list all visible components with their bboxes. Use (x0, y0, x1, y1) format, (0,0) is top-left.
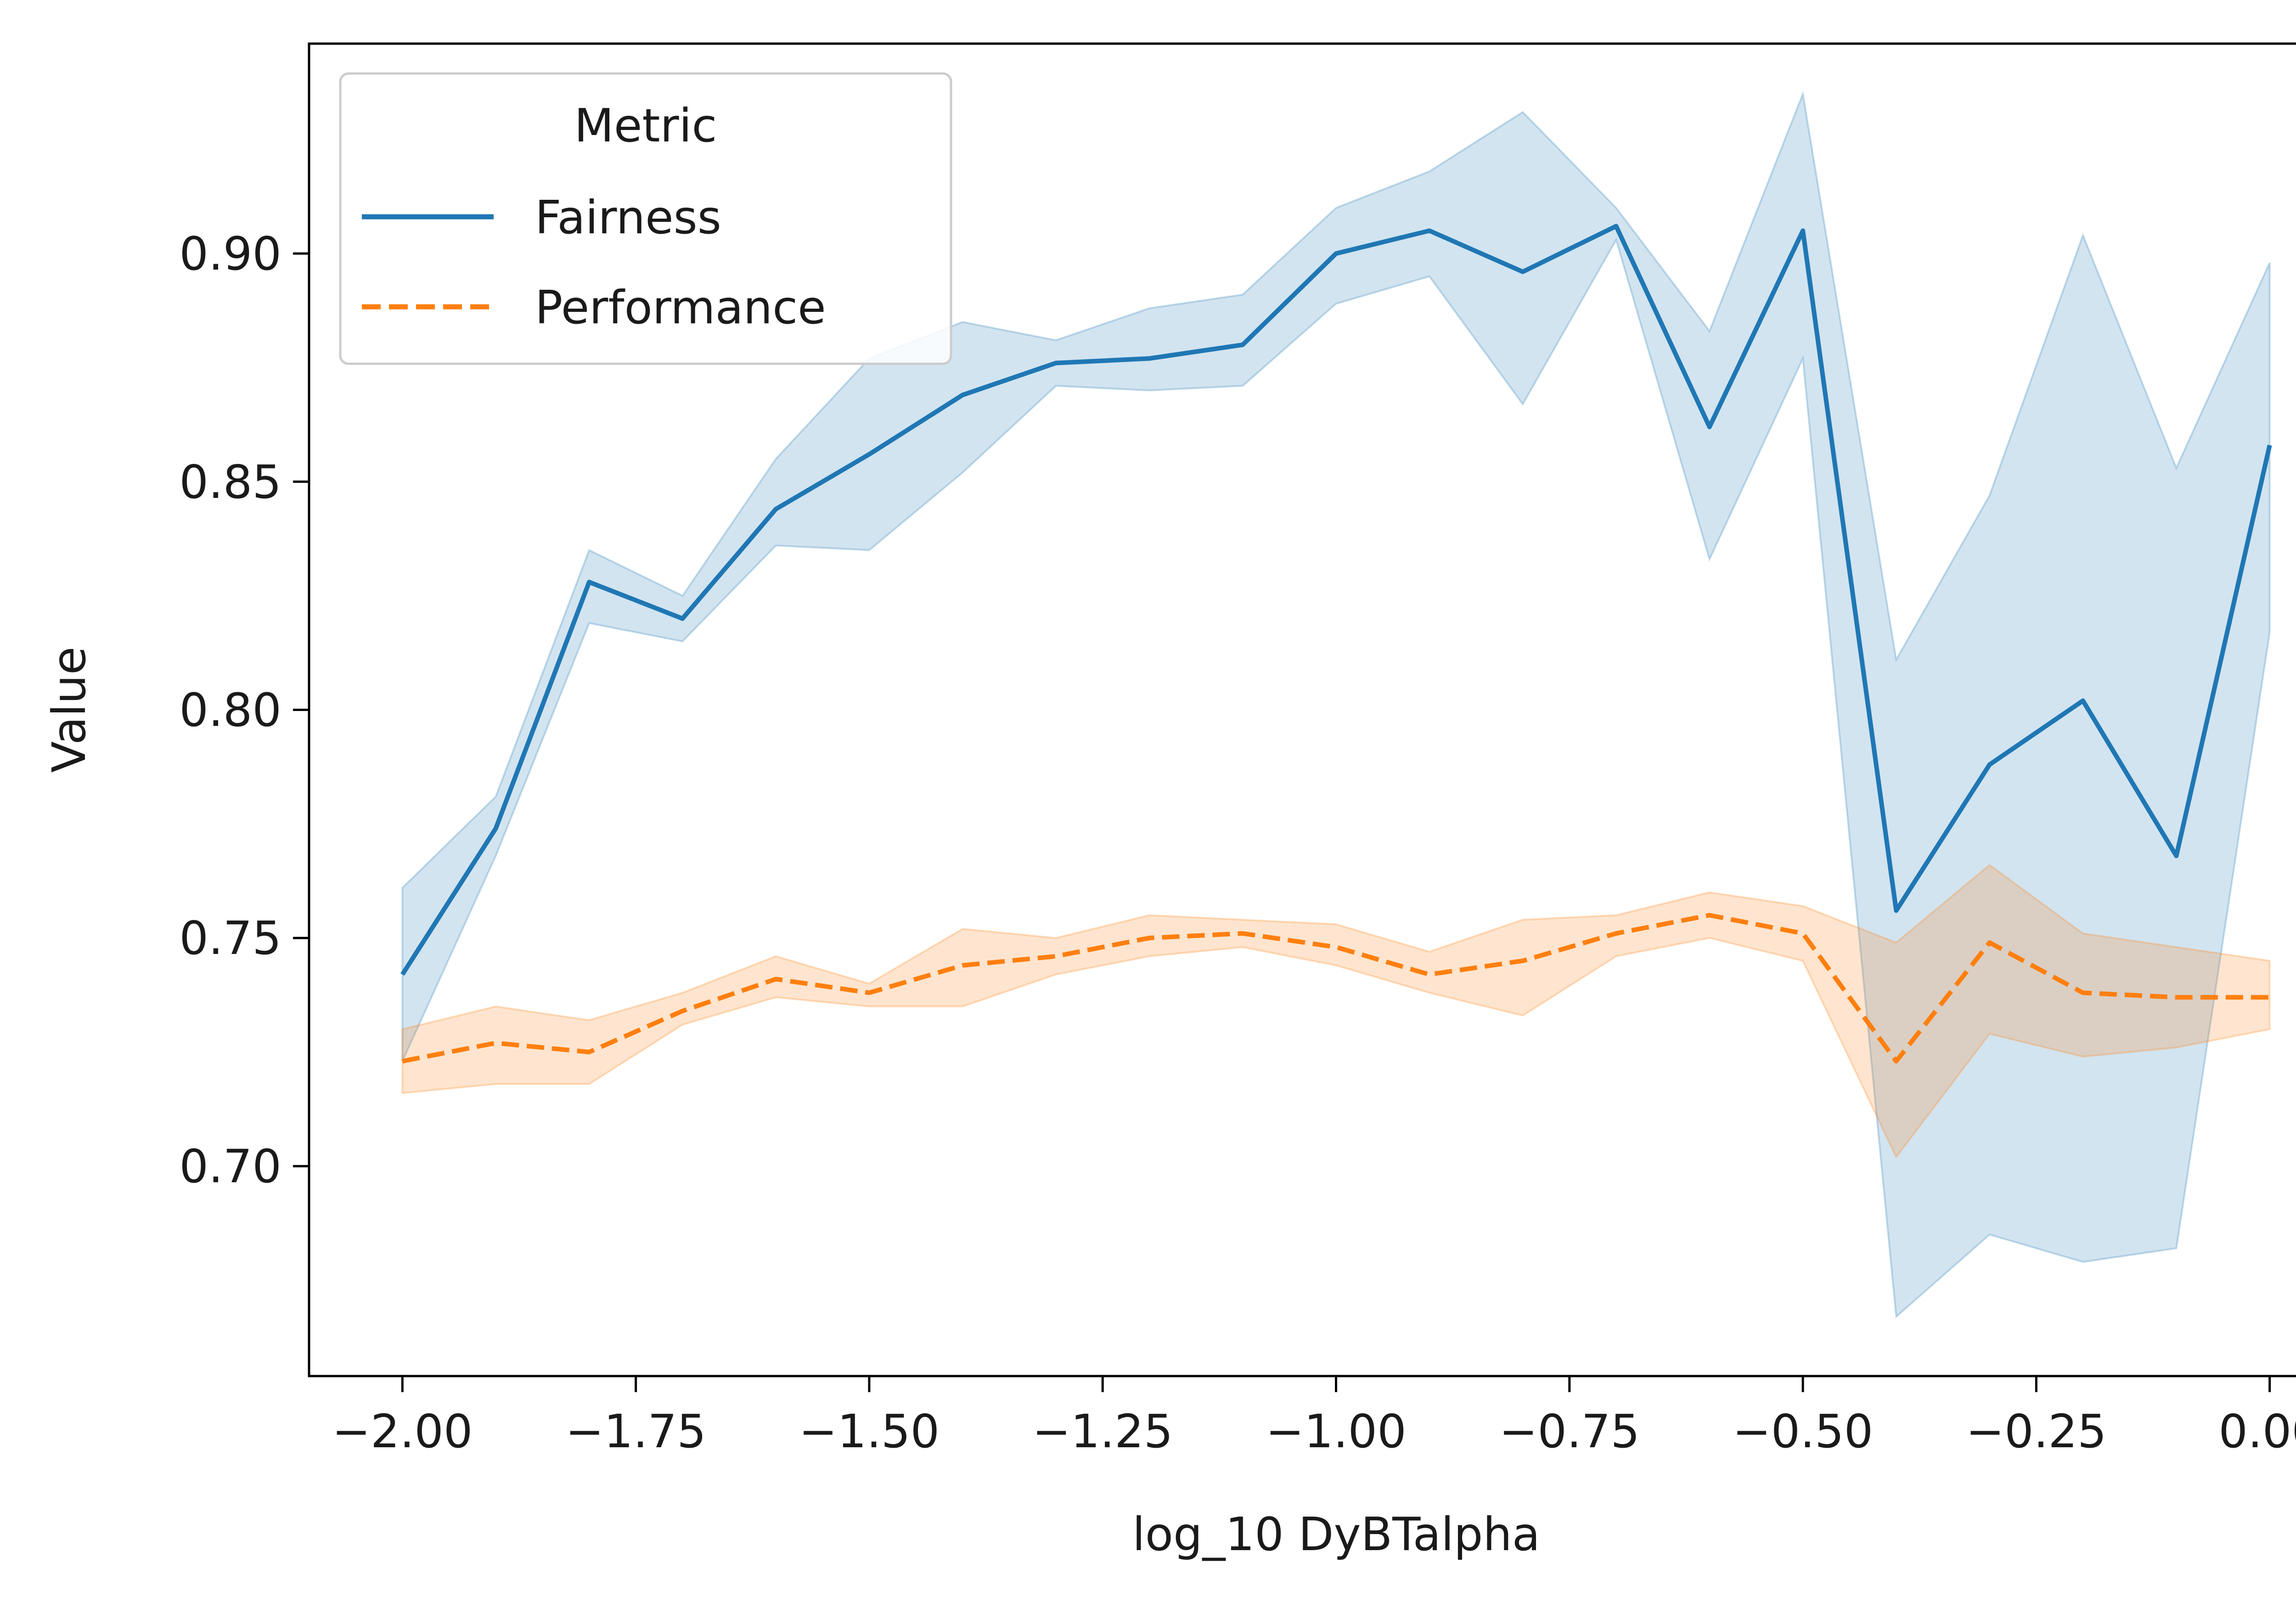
series-lines (400, 224, 2272, 1064)
legend: Metric Fairness Performance (339, 72, 952, 365)
series-line-fairness (400, 224, 2272, 976)
legend-label-fairness: Fairness (535, 191, 721, 244)
legend-title: Metric (574, 99, 717, 152)
x-tick-label: −2.00 (332, 1405, 473, 1458)
y-tick-label: 0.80 (179, 683, 281, 737)
legend-label-performance: Performance (535, 281, 826, 334)
series-line-performance (402, 913, 2270, 1064)
y-axis-title: Value (42, 647, 96, 773)
confidence-band-fairness (401, 90, 2271, 1319)
x-tick-label: −0.50 (1733, 1405, 1873, 1458)
x-tick-label: −1.75 (565, 1405, 706, 1458)
confidence-band-performance (401, 863, 2271, 1159)
y-tick-label: 0.75 (179, 911, 281, 965)
x-tick-label: −0.25 (1966, 1405, 2106, 1458)
legend-box (339, 72, 952, 365)
x-tick-label: −1.25 (1032, 1405, 1173, 1458)
y-tick-label: 0.85 (179, 455, 281, 509)
y-tick-label: 0.90 (179, 227, 281, 281)
x-tick-label: 0.00 (2218, 1405, 2296, 1458)
x-tick-label: −1.00 (1266, 1405, 1406, 1458)
confidence-bands (401, 90, 2271, 1319)
x-tick-label: −0.75 (1499, 1405, 1640, 1458)
y-tick-label: 0.70 (179, 1140, 281, 1193)
x-axis-ticks: −2.00 −1.75 −1.50 −1.25 −1.00 −0.75 −0.50 −0.25… (332, 1376, 2296, 1458)
x-tick-label: −1.50 (799, 1405, 940, 1458)
y-axis-ticks: 0.70 0.75 0.80 0.85 0.90 (179, 227, 309, 1193)
x-axis-title: log_10 DyBTalpha (1132, 1507, 1540, 1561)
